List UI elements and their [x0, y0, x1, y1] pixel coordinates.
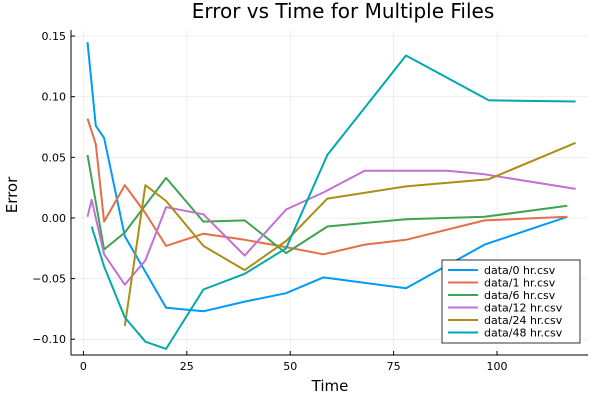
series-line	[123, 141, 576, 327]
series-line	[86, 42, 568, 313]
series-line	[86, 169, 576, 286]
grid	[71, 30, 588, 355]
series-lines	[86, 42, 576, 350]
legend-label: data/24 hr.csv	[484, 314, 563, 327]
legend-label: data/6 hr.csv	[484, 289, 556, 302]
tick-labels: 0 25 50 75 100 −0.10 −0.05 0.00 0.05 0.10 0.15	[32, 30, 507, 373]
y-tick-label: −0.05	[32, 273, 66, 286]
axes	[70, 30, 588, 356]
y-tick-label: 0.10	[42, 91, 67, 104]
legend-label: data/12 hr.csv	[484, 302, 563, 315]
legend-label: data/1 hr.csv	[484, 277, 556, 290]
y-tick-label: 0.05	[42, 151, 67, 164]
x-tick-label: 0	[80, 360, 87, 373]
x-tick-label: 100	[487, 360, 508, 373]
y-tick-label: 0.15	[42, 30, 67, 43]
chart-title: Error vs Time for Multiple Files	[192, 0, 495, 23]
y-tick-label: −0.10	[32, 333, 66, 346]
x-tick-label: 75	[387, 360, 401, 373]
legend-label: data/48 hr.csv	[484, 327, 563, 340]
series-line	[86, 118, 568, 256]
legend-label: data/0 hr.csv	[484, 264, 556, 277]
series-line	[90, 54, 576, 350]
y-axis-label: Error	[3, 176, 21, 213]
series-line	[86, 154, 568, 255]
legend-box	[441, 259, 581, 344]
x-tick-label: 50	[283, 360, 297, 373]
y-tick-label: 0.00	[42, 212, 67, 225]
x-axis-label: Time	[311, 377, 349, 395]
x-tick-label: 25	[180, 360, 194, 373]
